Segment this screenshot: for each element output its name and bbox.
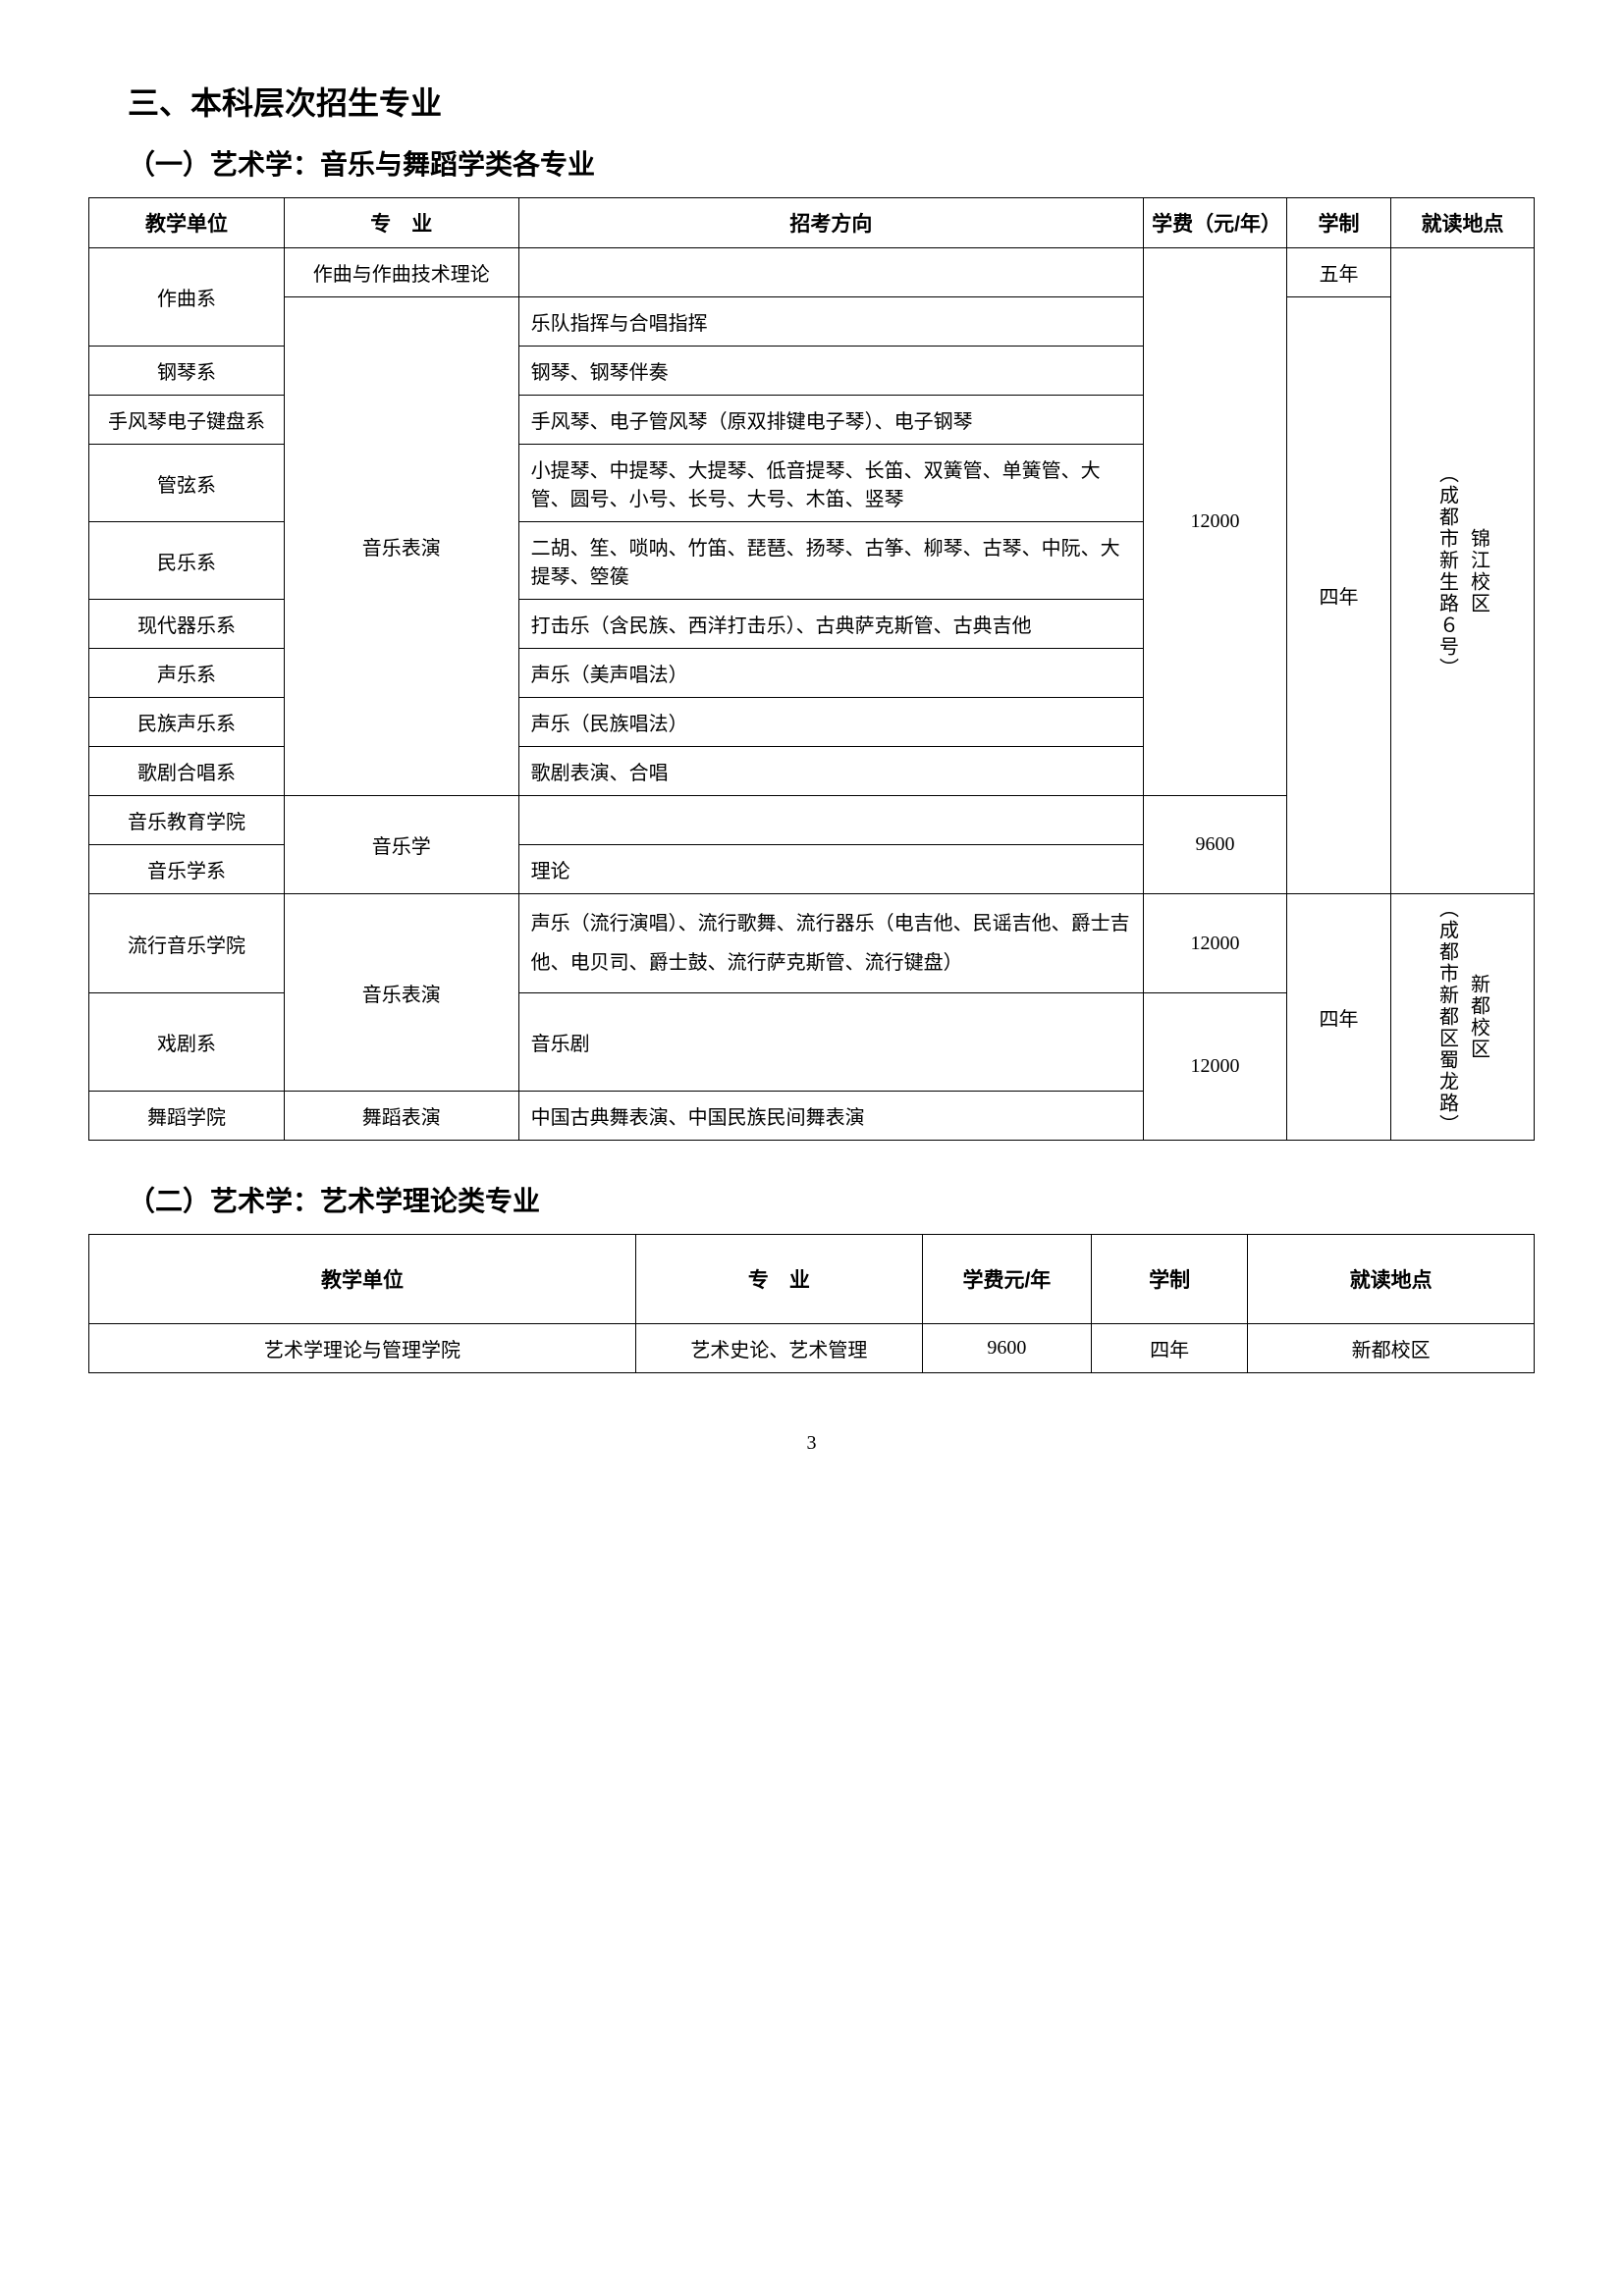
unit-cell: 歌剧合唱系: [89, 747, 285, 796]
unit-cell: 音乐教育学院: [89, 796, 285, 845]
th-unit: 教学单位: [89, 1235, 636, 1324]
direction-cell: 打击乐（含民族、西洋打击乐）、古典萨克斯管、古典吉他: [518, 600, 1144, 649]
table-row: 艺术学理论与管理学院 艺术史论、艺术管理 9600 四年 新都校区: [89, 1324, 1535, 1373]
location-addr: （成都市新生路６号）: [1434, 463, 1461, 679]
major-cell: 作曲与作曲技术理论: [284, 248, 518, 297]
unit-cell: 钢琴系: [89, 347, 285, 396]
unit-cell: 作曲系: [89, 248, 285, 347]
direction-cell: 声乐（民族唱法）: [518, 698, 1144, 747]
th-major: 专 业: [284, 198, 518, 248]
th-direction: 招考方向: [518, 198, 1144, 248]
th-duration: 学制: [1092, 1235, 1248, 1324]
direction-cell: 中国古典舞表演、中国民族民间舞表演: [518, 1092, 1144, 1141]
location-addr: （成都市新都区蜀龙路）: [1434, 898, 1461, 1136]
unit-cell: 音乐学系: [89, 845, 285, 894]
direction-cell: [518, 248, 1144, 297]
direction-cell: 手风琴、电子管风琴（原双排键电子琴）、电子钢琴: [518, 396, 1144, 445]
fee-cell: 9600: [1144, 796, 1287, 894]
unit-cell: 艺术学理论与管理学院: [89, 1324, 636, 1373]
direction-cell: 二胡、笙、唢呐、竹笛、琵琶、扬琴、古筝、柳琴、古琴、中阮、大提琴、箜篌: [518, 522, 1144, 600]
direction-cell: 理论: [518, 845, 1144, 894]
th-fee: 学费元/年: [922, 1235, 1091, 1324]
location-name: 锦江校区: [1465, 528, 1492, 614]
table-row: 流行音乐学院 音乐表演 声乐（流行演唱）、流行歌舞、流行器乐（电吉他、民谣吉他、…: [89, 894, 1535, 993]
direction-cell: 乐队指挥与合唱指挥: [518, 297, 1144, 347]
page-number: 3: [88, 1432, 1535, 1455]
table-row: 作曲系 作曲与作曲技术理论 12000 五年 （成都市新生路６号） 锦江校区: [89, 248, 1535, 297]
th-fee: 学费（元/年）: [1144, 198, 1287, 248]
programs-table-1: 教学单位 专 业 招考方向 学费（元/年） 学制 就读地点 作曲系 作曲与作曲技…: [88, 197, 1535, 1141]
th-duration: 学制: [1286, 198, 1390, 248]
th-unit: 教学单位: [89, 198, 285, 248]
fee-cell: 12000: [1144, 993, 1287, 1141]
table-header-row: 教学单位 专 业 学费元/年 学制 就读地点: [89, 1235, 1535, 1324]
duration-cell: 四年: [1286, 297, 1390, 894]
major-cell: 音乐学: [284, 796, 518, 894]
th-location: 就读地点: [1391, 198, 1535, 248]
direction-cell: 声乐（流行演唱）、流行歌舞、流行器乐（电吉他、民谣吉他、爵士吉他、电贝司、爵士鼓…: [518, 894, 1144, 993]
direction-cell: 歌剧表演、合唱: [518, 747, 1144, 796]
major-cell: 舞蹈表演: [284, 1092, 518, 1141]
subsection1-title: （一）艺术学：音乐与舞蹈学类各专业: [128, 143, 1535, 183]
location-name: 新都校区: [1465, 974, 1492, 1060]
unit-cell: 民族声乐系: [89, 698, 285, 747]
unit-cell: 手风琴电子键盘系: [89, 396, 285, 445]
unit-cell: 声乐系: [89, 649, 285, 698]
major-cell: 艺术史论、艺术管理: [635, 1324, 922, 1373]
fee-cell: 12000: [1144, 894, 1287, 993]
direction-cell: 钢琴、钢琴伴奏: [518, 347, 1144, 396]
unit-cell: 民乐系: [89, 522, 285, 600]
location-cell: （成都市新都区蜀龙路） 新都校区: [1391, 894, 1535, 1141]
duration-cell: 四年: [1092, 1324, 1248, 1373]
fee-cell: 9600: [922, 1324, 1091, 1373]
fee-cell: 12000: [1144, 248, 1287, 796]
major-cell: 音乐表演: [284, 297, 518, 796]
unit-cell: 现代器乐系: [89, 600, 285, 649]
major-cell: 音乐表演: [284, 894, 518, 1092]
programs-table-2: 教学单位 专 业 学费元/年 学制 就读地点 艺术学理论与管理学院 艺术史论、艺…: [88, 1234, 1535, 1373]
unit-cell: 舞蹈学院: [89, 1092, 285, 1141]
direction-cell: 音乐剧: [518, 993, 1144, 1092]
unit-cell: 戏剧系: [89, 993, 285, 1092]
table-header-row: 教学单位 专 业 招考方向 学费（元/年） 学制 就读地点: [89, 198, 1535, 248]
unit-cell: 管弦系: [89, 445, 285, 522]
subsection2-title: （二）艺术学：艺术学理论类专业: [128, 1180, 1535, 1219]
location-cell: 新都校区: [1248, 1324, 1535, 1373]
table-row: 音乐表演 乐队指挥与合唱指挥 四年: [89, 297, 1535, 347]
unit-cell: 流行音乐学院: [89, 894, 285, 993]
section-title: 三、本科层次招生专业: [128, 79, 1535, 124]
location-cell: （成都市新生路６号） 锦江校区: [1391, 248, 1535, 894]
duration-cell: 五年: [1286, 248, 1390, 297]
th-location: 就读地点: [1248, 1235, 1535, 1324]
direction-cell: [518, 796, 1144, 845]
duration-cell: 四年: [1286, 894, 1390, 1141]
direction-cell: 声乐（美声唱法）: [518, 649, 1144, 698]
th-major: 专 业: [635, 1235, 922, 1324]
direction-cell: 小提琴、中提琴、大提琴、低音提琴、长笛、双簧管、单簧管、大管、圆号、小号、长号、…: [518, 445, 1144, 522]
